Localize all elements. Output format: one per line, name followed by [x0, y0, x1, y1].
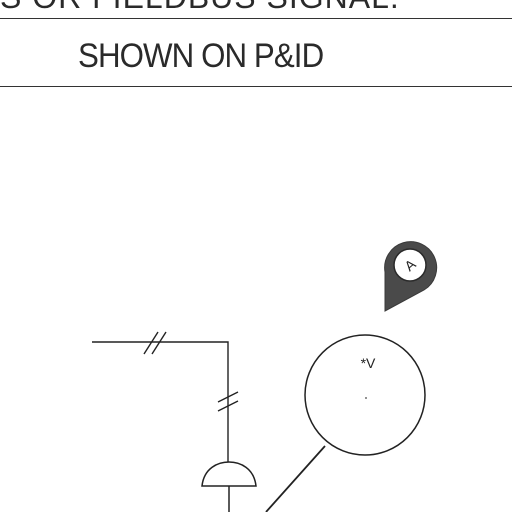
header-title-row: SHOWN ON P&ID	[0, 19, 512, 87]
hash-mark-1b	[151, 331, 167, 355]
hash-mark-1a	[143, 331, 159, 355]
callout-inner-circle	[393, 248, 427, 282]
leader-line	[265, 445, 326, 512]
instrument-center-dot	[365, 397, 367, 399]
hash-mark-2a	[217, 391, 239, 403]
instrument-tag: *V	[361, 355, 376, 371]
header-note-row: S OR FIELDBUS SIGNAL.	[0, 0, 512, 19]
diaphragm-actuator	[201, 461, 257, 512]
signal-line	[92, 331, 239, 464]
instrument-circle	[304, 334, 426, 456]
instrument-bubble: *V	[265, 334, 426, 512]
hash-mark-2b	[217, 400, 239, 412]
callout-marker: A	[384, 241, 438, 312]
signal-line-path	[92, 341, 229, 464]
actuator-dome	[201, 461, 257, 487]
header-title-text: SHOWN ON P&ID	[78, 37, 324, 75]
header-note-text: S OR FIELDBUS SIGNAL.	[0, 0, 400, 16]
